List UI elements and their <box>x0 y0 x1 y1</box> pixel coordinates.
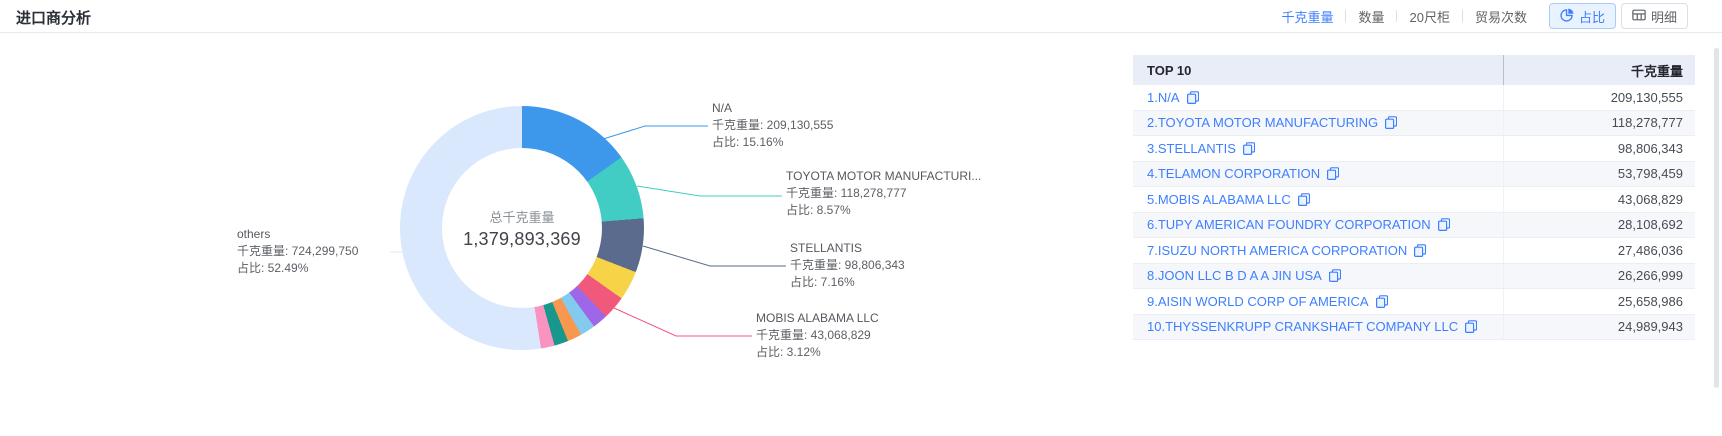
table-row: 8.JOON LLC B D A A JIN USA 26,266,999 <box>1133 263 1695 289</box>
table-row: 4.TELAMON CORPORATION 53,798,459 <box>1133 161 1695 187</box>
share-view-label: 占比 <box>1578 9 1605 25</box>
importer-link[interactable]: 7.ISUZU NORTH AMERICA CORPORATION <box>1147 242 1408 258</box>
toolbar: 千克重量 数量 20尺柜 贸易次数 占比 明细 <box>1281 0 1688 32</box>
callout-share: 占比: 3.12% <box>756 345 821 359</box>
weight-value: 98,806,343 <box>1503 136 1695 161</box>
callout-value: 千克重量: 43,068,829 <box>756 328 871 342</box>
callout-share: 占比: 8.57% <box>786 203 851 217</box>
callout-name: others <box>237 227 271 241</box>
importer-cell: 2.TOYOTA MOTOR MANUFACTURING <box>1133 111 1503 136</box>
detail-view-button[interactable]: 明细 <box>1620 3 1688 29</box>
importer-link[interactable]: 10.THYSSENKRUPP CRANKSHAFT COMPANY LLC <box>1147 319 1459 335</box>
callout-name: MOBIS ALABAMA LLC <box>756 311 879 325</box>
importer-link[interactable]: 8.JOON LLC B D A A JIN USA <box>1147 268 1322 284</box>
table-row: 2.TOYOTA MOTOR MANUFACTURING 118,278,777 <box>1133 110 1695 136</box>
callout-share: 占比: 7.16% <box>790 275 855 289</box>
table-header: TOP 10 千克重量 <box>1133 55 1695 85</box>
top10-table: TOP 10 千克重量 1.N/A 209,130,555 2.TOYOTA MOT… <box>1133 55 1695 340</box>
callout-name: STELLANTIS <box>790 241 863 255</box>
callout-value: 千克重量: 118,278,777 <box>786 186 907 200</box>
pie-chart-icon <box>1560 7 1574 25</box>
copy-icon[interactable] <box>1328 269 1341 283</box>
importer-cell: 5.MOBIS ALABAMA LLC <box>1133 187 1503 212</box>
metric-tab-trade-count[interactable]: 贸易次数 <box>1474 9 1527 25</box>
callout-value: 千克重量: 724,299,750 <box>237 244 359 258</box>
callout-share: 占比: 15.16% <box>712 135 784 149</box>
copy-icon[interactable] <box>1414 243 1427 257</box>
importer-link[interactable]: 3.STELLANTIS <box>1147 140 1236 156</box>
callout-share: 占比: 52.49% <box>237 261 309 275</box>
importer-link[interactable]: 2.TOYOTA MOTOR MANUFACTURING <box>1147 115 1379 131</box>
copy-icon[interactable] <box>1186 90 1199 104</box>
weight-column-header: 千克重量 <box>1503 55 1695 85</box>
share-view-button[interactable]: 占比 <box>1548 3 1616 29</box>
weight-value: 118,278,777 <box>1503 110 1695 135</box>
table-row: 6.TUPY AMERICAN FOUNDRY CORPORATION 28,10… <box>1133 212 1695 238</box>
importer-link[interactable]: 5.MOBIS ALABAMA LLC <box>1147 191 1291 207</box>
weight-value: 28,108,692 <box>1503 212 1695 237</box>
page-title: 进口商分析 <box>16 10 92 27</box>
rank-column-header: TOP 10 <box>1147 62 1192 78</box>
importer-link[interactable]: 4.TELAMON CORPORATION <box>1147 166 1321 182</box>
importer-cell: 8.JOON LLC B D A A JIN USA <box>1133 264 1503 289</box>
copy-icon[interactable] <box>1465 320 1478 334</box>
divider <box>1396 10 1398 22</box>
detail-view-label: 明细 <box>1650 9 1677 25</box>
callout-toyota: TOYOTA MOTOR MANUFACTURI... 千克重量: 118,27… <box>786 168 981 219</box>
table-row: 3.STELLANTIS 98,806,343 <box>1133 136 1695 162</box>
importer-cell: 7.ISUZU NORTH AMERICA CORPORATION <box>1133 238 1503 263</box>
importer-link[interactable]: 6.TUPY AMERICAN FOUNDRY CORPORATION <box>1147 217 1431 233</box>
callout-na: N/A 千克重量: 209,130,555 占比: 15.16% <box>712 100 833 151</box>
top10-body: 1.N/A 209,130,555 2.TOYOTA MOTOR MANUFACTU… <box>1133 85 1695 340</box>
divider <box>1345 10 1347 22</box>
importer-cell: 9.AISIN WORLD CORP OF AMERICA <box>1133 289 1503 314</box>
importer-link[interactable]: 9.AISIN WORLD CORP OF AMERICA <box>1147 293 1369 309</box>
importer-cell: 10.THYSSENKRUPP CRANKSHAFT COMPANY LLC <box>1133 315 1503 340</box>
metric-tab-quantity[interactable]: 数量 <box>1358 9 1385 25</box>
copy-icon[interactable] <box>1437 218 1450 232</box>
donut-center: 总千克重量 1,379,893,369 <box>442 148 602 308</box>
callout-mobis: MOBIS ALABAMA LLC 千克重量: 43,068,829 占比: 3… <box>756 310 879 361</box>
weight-value: 24,989,943 <box>1503 314 1695 339</box>
copy-icon[interactable] <box>1297 192 1310 206</box>
table-row: 7.ISUZU NORTH AMERICA CORPORATION 27,486,… <box>1133 238 1695 264</box>
table-row: 10.THYSSENKRUPP CRANKSHAFT COMPANY LLC 24… <box>1133 314 1695 340</box>
weight-value: 27,486,036 <box>1503 238 1695 263</box>
donut-chart: 总千克重量 1,379,893,369 N/A 千克重量: 209,130,55… <box>0 36 1035 436</box>
copy-icon[interactable] <box>1385 116 1398 130</box>
weight-value: 26,266,999 <box>1503 263 1695 288</box>
weight-value: 53,798,459 <box>1503 161 1695 186</box>
table-row: 9.AISIN WORLD CORP OF AMERICA 25,658,986 <box>1133 289 1695 315</box>
importer-cell: 4.TELAMON CORPORATION <box>1133 162 1503 187</box>
callout-name: TOYOTA MOTOR MANUFACTURI... <box>786 169 982 183</box>
copy-icon[interactable] <box>1375 294 1388 308</box>
callout-stellantis: STELLANTIS 千克重量: 98,806,343 占比: 7.16% <box>790 240 905 291</box>
callout-value: 千克重量: 209,130,555 <box>712 118 834 132</box>
donut-ring[interactable]: 总千克重量 1,379,893,369 <box>400 106 644 350</box>
weight-value: 43,068,829 <box>1503 187 1695 212</box>
scrollbar-thumb[interactable] <box>1714 48 1719 388</box>
center-total-value: 1,379,893,369 <box>463 228 581 249</box>
center-label: 总千克重量 <box>489 209 555 225</box>
table-row: 1.N/A 209,130,555 <box>1133 85 1695 111</box>
header-divider <box>0 32 1722 33</box>
copy-icon[interactable] <box>1327 167 1340 181</box>
callout-others: others 千克重量: 724,299,750 占比: 52.49% <box>237 226 358 277</box>
metric-tab-20ft[interactable]: 20尺柜 <box>1409 9 1450 25</box>
table-row: 5.MOBIS ALABAMA LLC 43,068,829 <box>1133 187 1695 213</box>
importer-cell: 6.TUPY AMERICAN FOUNDRY CORPORATION <box>1133 213 1503 238</box>
callout-name: N/A <box>712 101 733 115</box>
weight-value: 25,658,986 <box>1503 289 1695 314</box>
callout-value: 千克重量: 98,806,343 <box>790 258 905 272</box>
view-toggle-group: 占比 明细 <box>1548 3 1688 29</box>
table-icon <box>1632 8 1646 25</box>
divider <box>1461 10 1463 22</box>
copy-icon[interactable] <box>1242 141 1255 155</box>
importer-cell: 3.STELLANTIS <box>1133 136 1503 161</box>
weight-value: 209,130,555 <box>1503 85 1695 110</box>
metric-tab-kg-weight[interactable]: 千克重量 <box>1281 9 1334 25</box>
importer-link[interactable]: 1.N/A <box>1147 89 1180 105</box>
importer-cell: 1.N/A <box>1133 85 1503 110</box>
